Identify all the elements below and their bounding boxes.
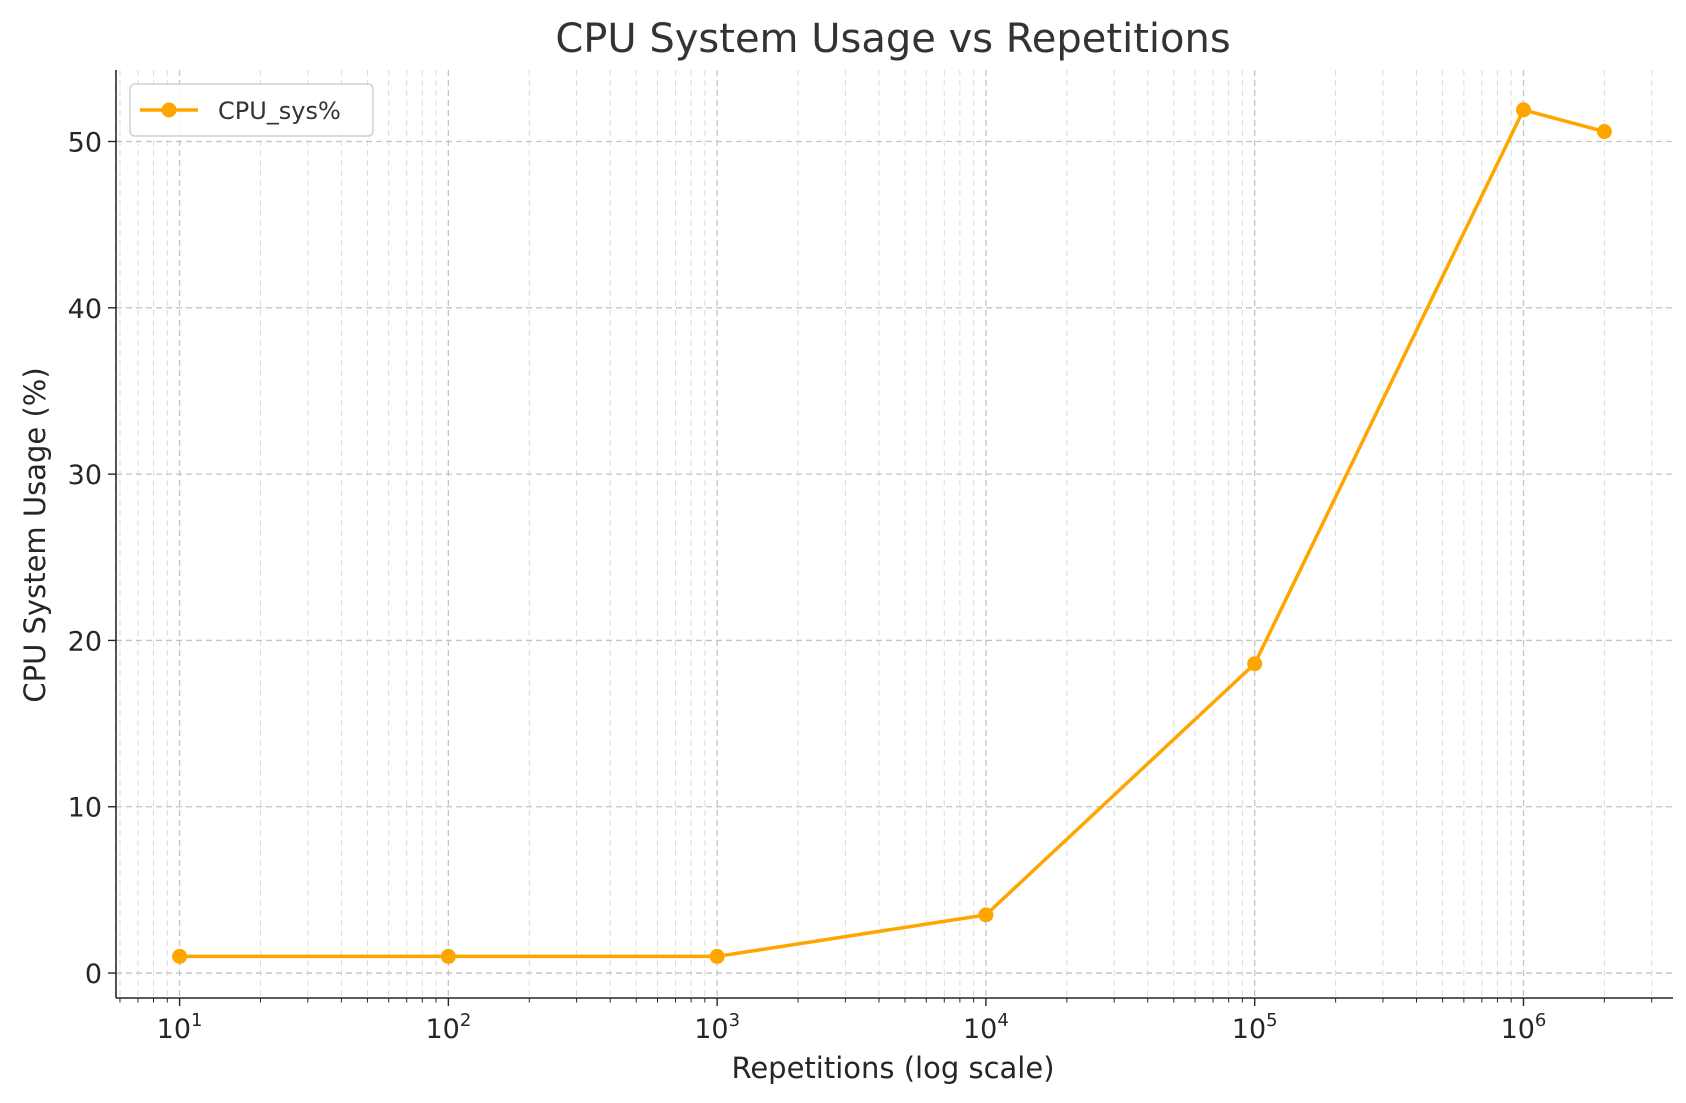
y-tick-label: 50 bbox=[68, 128, 102, 159]
data-point bbox=[978, 907, 994, 923]
series-line bbox=[177, 108, 1607, 959]
data-point bbox=[709, 948, 725, 964]
data-point bbox=[172, 948, 188, 964]
ticks: 0 10 20 30 40 50 101 102 103 104 105 106 bbox=[68, 128, 1653, 1045]
data-point bbox=[1247, 656, 1263, 672]
y-tick-label: 30 bbox=[68, 460, 102, 491]
x-tick-label: 102 bbox=[425, 1010, 471, 1045]
legend-label: CPU_sys% bbox=[218, 97, 341, 125]
y-tick-label: 0 bbox=[85, 959, 102, 990]
data-point bbox=[1515, 102, 1531, 118]
grid bbox=[116, 70, 1673, 998]
y-tick-label: 20 bbox=[68, 626, 102, 657]
series bbox=[172, 102, 1612, 964]
data-point bbox=[440, 948, 456, 964]
axes bbox=[115, 70, 1673, 999]
x-tick-label: 103 bbox=[694, 1010, 740, 1045]
x-tick-label: 105 bbox=[1232, 1010, 1278, 1045]
y-axis-label: CPU System Usage (%) bbox=[18, 367, 52, 702]
legend-marker-swatch bbox=[161, 102, 177, 118]
legend: CPU_sys% bbox=[129, 83, 374, 137]
legend-box bbox=[129, 83, 374, 137]
x-tick-label: 106 bbox=[1501, 1010, 1547, 1045]
data-point bbox=[1596, 124, 1612, 140]
x-axis-label: Repetitions (log scale) bbox=[731, 1051, 1054, 1085]
chart-title: CPU System Usage vs Repetitions bbox=[555, 16, 1230, 62]
x-tick-label: 104 bbox=[963, 1010, 1009, 1045]
y-tick-label: 40 bbox=[68, 294, 102, 325]
y-tick-label: 10 bbox=[68, 793, 102, 824]
x-tick-label: 101 bbox=[157, 1010, 203, 1045]
